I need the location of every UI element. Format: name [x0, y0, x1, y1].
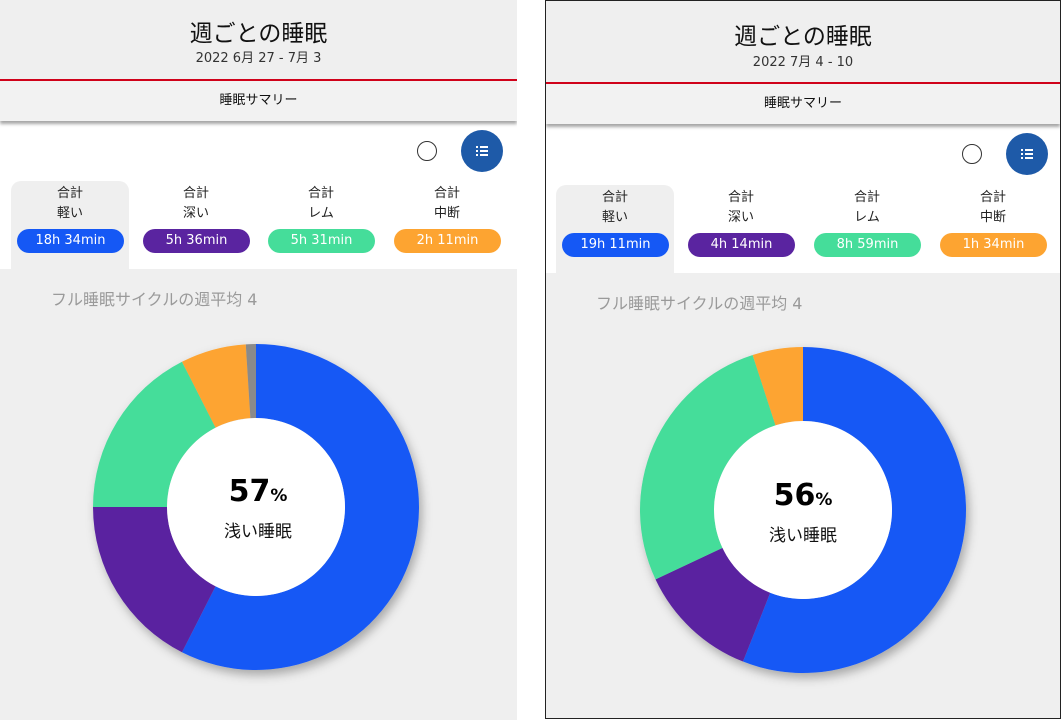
- sleep-donut-chart: [640, 347, 966, 673]
- page-title: 週ごとの睡眠: [734, 24, 872, 50]
- list-icon: [1021, 149, 1033, 159]
- center-percentage-value: 57: [228, 474, 271, 509]
- tab-label-type: 深い: [182, 206, 209, 221]
- header-divider: [0, 79, 517, 81]
- list-icon: [476, 146, 488, 156]
- donut-segment-0: [742, 347, 966, 673]
- tab-label-total: 合計: [727, 190, 754, 205]
- tab-deep[interactable]: 合計 深い 4h 14min: [682, 185, 800, 273]
- rem-total-value: 8h 59min: [814, 233, 921, 257]
- rem-total-value: 5h 31min: [268, 229, 375, 253]
- tab-label-type: 深い: [727, 210, 754, 225]
- center-label: 浅い睡眠: [769, 526, 837, 546]
- weekly-sleep-panel-left: 週ごとの睡眠 2022 6月 27 - 7月 3 睡眠サマリー 合計 軽い 18…: [0, 0, 517, 720]
- donut-segment-2: [93, 361, 216, 507]
- donut-segment-2: [640, 354, 776, 580]
- donut-segment-4: [245, 344, 256, 419]
- tab-label-total: 合計: [307, 186, 334, 201]
- center-percentage: 57%: [158, 474, 358, 509]
- tab-light[interactable]: 合計 軽い 19h 11min: [556, 185, 674, 273]
- donut-segment-1: [93, 507, 216, 653]
- tab-interrupt[interactable]: 合計 中断 1h 34min: [934, 185, 1052, 273]
- donut-hole: [167, 418, 345, 596]
- weekly-cycles-text: フル睡眠サイクルの週平均 4: [51, 290, 258, 309]
- header-divider: [546, 82, 1060, 84]
- weekly-sleep-panel-right: 週ごとの睡眠 2022 7月 4 - 10 睡眠サマリー 合計 軽い 19h 1…: [545, 0, 1061, 719]
- interrupt-total-value: 1h 34min: [940, 233, 1047, 257]
- date-range: 2022 7月 4 - 10: [752, 55, 854, 70]
- center-percentage-unit: %: [270, 486, 288, 506]
- chart-area: フル睡眠サイクルの週平均 4 57% 浅い睡眠: [0, 269, 517, 720]
- sleep-summary-tab[interactable]: 睡眠サマリー: [0, 81, 517, 121]
- light-total-value: 18h 34min: [17, 229, 124, 253]
- tab-label-total: 合計: [433, 186, 460, 201]
- interrupt-total-value: 2h 11min: [394, 229, 501, 253]
- donut-segment-1: [655, 547, 771, 662]
- tab-label-type: 軽い: [56, 206, 83, 221]
- tab-label-type: 中断: [433, 206, 460, 221]
- list-view-button[interactable]: [461, 130, 503, 172]
- donut-segment-3: [181, 344, 251, 428]
- deep-total-value: 5h 36min: [143, 229, 250, 253]
- center-percentage-unit: %: [815, 490, 833, 510]
- tab-rem[interactable]: 合計 レム 5h 31min: [262, 181, 380, 269]
- donut-segment-3: [752, 347, 803, 426]
- sleep-summary-tab[interactable]: 睡眠サマリー: [546, 84, 1060, 124]
- date-range: 2022 6月 27 - 7月 3: [195, 51, 322, 66]
- tab-label-total: 合計: [979, 190, 1006, 205]
- tab-label-type: レム: [854, 210, 880, 225]
- tab-label-total: 合計: [601, 190, 628, 205]
- tab-label-type: 軽い: [601, 210, 628, 225]
- tab-label-type: 中断: [979, 210, 1006, 225]
- tab-interrupt[interactable]: 合計 中断 2h 11min: [388, 181, 506, 269]
- sleep-donut-chart: [93, 344, 419, 670]
- tab-light[interactable]: 合計 軽い 18h 34min: [11, 181, 129, 269]
- header: 週ごとの睡眠 2022 6月 27 - 7月 3: [0, 0, 517, 79]
- center-percentage: 56%: [703, 478, 903, 513]
- deep-total-value: 4h 14min: [688, 233, 795, 257]
- radio-circle-icon[interactable]: [962, 144, 982, 164]
- page-title: 週ごとの睡眠: [189, 21, 328, 47]
- weekly-cycles-text: フル睡眠サイクルの週平均 4: [596, 294, 803, 313]
- tab-label-type: レム: [308, 206, 334, 221]
- chart-area: フル睡眠サイクルの週平均 4 56% 浅い睡眠: [546, 273, 1060, 718]
- tab-label-total: 合計: [182, 186, 209, 201]
- tab-label-total: 合計: [56, 186, 83, 201]
- donut-segment-0: [181, 344, 419, 670]
- radio-circle-icon[interactable]: [417, 141, 437, 161]
- tab-rem[interactable]: 合計 レム 8h 59min: [808, 185, 926, 273]
- center-percentage-value: 56: [773, 478, 816, 513]
- light-total-value: 19h 11min: [562, 233, 669, 257]
- tab-label-total: 合計: [853, 190, 880, 205]
- list-view-button[interactable]: [1006, 133, 1048, 175]
- header: 週ごとの睡眠 2022 7月 4 - 10: [546, 1, 1060, 82]
- donut-hole: [714, 421, 892, 599]
- center-label: 浅い睡眠: [224, 522, 292, 542]
- tab-deep[interactable]: 合計 深い 5h 36min: [137, 181, 255, 269]
